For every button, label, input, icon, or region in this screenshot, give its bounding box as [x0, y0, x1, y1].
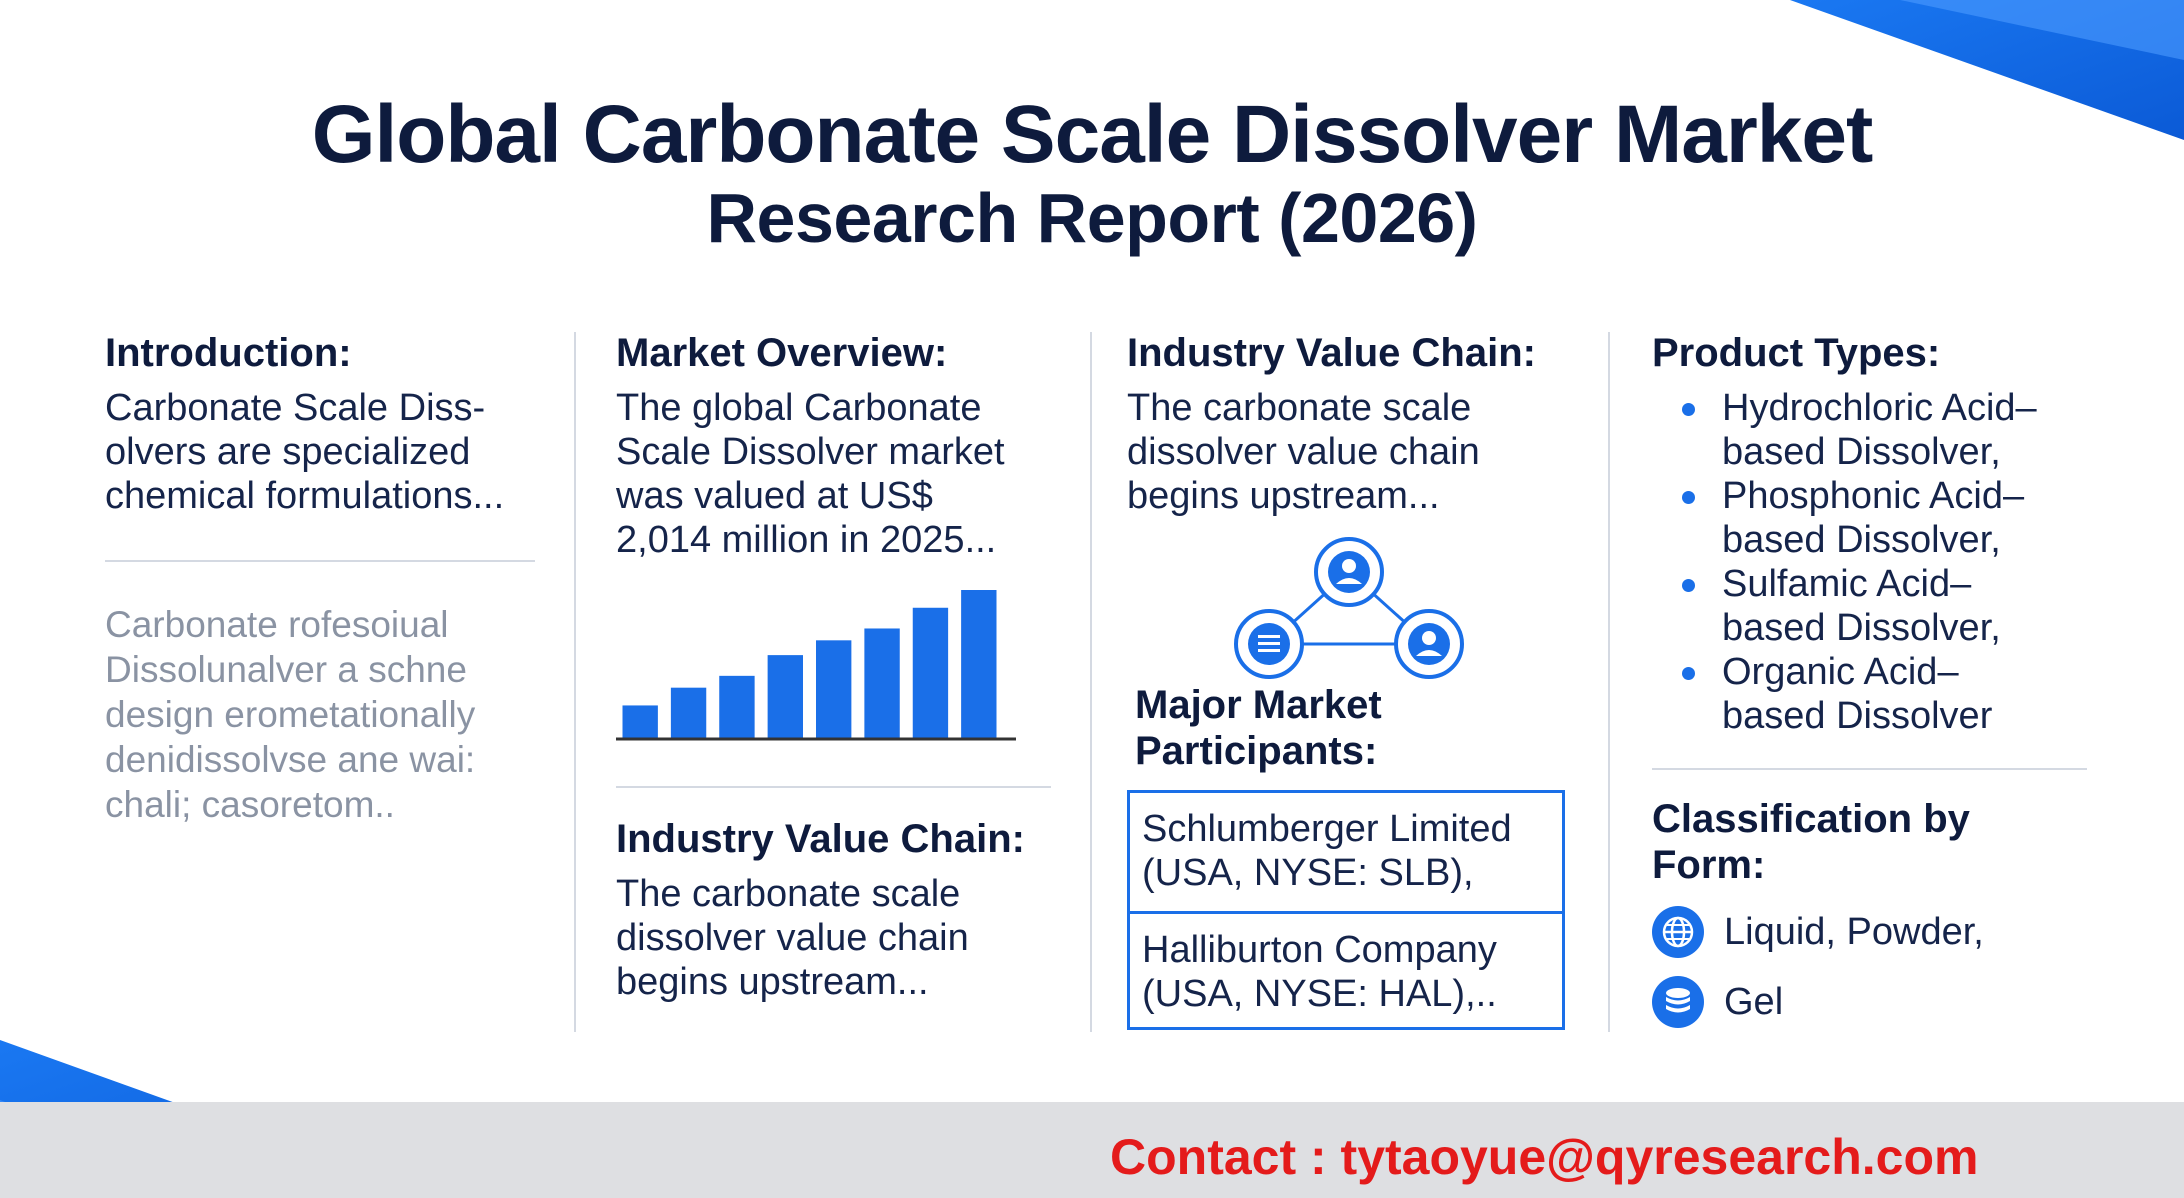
classification-label: Liquid, Powder, — [1724, 910, 1984, 953]
value-chain-heading: Industry Value Chain: — [616, 817, 1025, 861]
chart-bar — [719, 675, 755, 738]
database-icon — [1652, 976, 1704, 1028]
list-item: Phosphonic Acid– based Dissolver, — [1652, 474, 2092, 562]
classification-item: Liquid, Powder, — [1652, 906, 2092, 958]
product-types-heading: Product Types: — [1652, 331, 1941, 375]
participant-item: Schlumberger Limited (USA, NYSE: SLB), — [1142, 808, 1512, 894]
column-divider — [1090, 332, 1092, 1032]
chart-bar — [622, 705, 658, 738]
list-item: Sulfamic Acid– based Dissolver, — [1652, 562, 2092, 650]
chart-bar — [767, 655, 803, 738]
value-chain-text: The carbonate scale dissolver value chai… — [1127, 387, 1480, 517]
value-chain-heading: Industry Value Chain: — [1127, 331, 1536, 375]
classification-heading: Classification by Form: — [1652, 797, 1970, 887]
globe-icon — [1652, 906, 1704, 958]
chart-bar — [961, 590, 997, 738]
section-divider — [1652, 768, 2087, 770]
classification-item: Gel — [1652, 976, 2092, 1028]
column-divider — [574, 332, 576, 1032]
introduction-text: Carbonate Scale Diss- olvers are special… — [105, 387, 505, 517]
introduction-heading: Introduction: — [105, 331, 352, 375]
page-title-line-2: Research Report (2026) — [706, 179, 1479, 257]
value-chain-section: Industry Value Chain: The carbonate scal… — [1127, 330, 1577, 774]
column-divider — [1608, 332, 1610, 1032]
market-overview-section: Market Overview: The global Carbonate Sc… — [616, 330, 1056, 1004]
chart-bar — [670, 687, 707, 738]
introduction-faded-text: Carbonate rofesoiual Dissolunalver a sch… — [105, 604, 476, 825]
footer-band — [0, 1102, 2184, 1198]
product-types-list: Hydrochloric Acid– based Dissolver, Phosp… — [1652, 386, 2092, 738]
list-item: Hydrochloric Acid– based Dissolver, — [1652, 386, 2092, 474]
product-types-section: Product Types: Hydrochloric Acid– based D… — [1652, 330, 2092, 1028]
network-icon — [1234, 537, 1464, 679]
section-divider — [105, 560, 535, 562]
market-overview-text: The global Carbonate Scale Dissolver mar… — [616, 387, 1005, 561]
participants-heading: Major Market Participants: — [1135, 683, 1382, 773]
participant-item: Halliburton Company (USA, NYSE: HAL),.. — [1130, 911, 1562, 1029]
introduction-section: Introduction: Carbonate Scale Diss- olve… — [105, 330, 535, 827]
page-title-line-1: Global Carbonate Scale Dissolver Market — [311, 89, 1874, 180]
section-divider — [616, 786, 1051, 788]
growth-bar-chart-icon — [616, 590, 1016, 741]
chart-bar — [864, 628, 900, 738]
value-chain-text: The carbonate scale dissolver value chai… — [616, 873, 969, 1003]
participants-table: Schlumberger Limited (USA, NYSE: SLB), H… — [1127, 790, 1565, 1030]
classification-label: Gel — [1724, 980, 1784, 1023]
chart-bar — [816, 640, 852, 738]
chart-bar — [912, 607, 949, 738]
contact-email[interactable]: Contact : tytaoyue@qyresearch.com — [1110, 1129, 1979, 1185]
market-overview-heading: Market Overview: — [616, 331, 948, 375]
list-item: Organic Acid– based Dissolver — [1652, 650, 2092, 738]
